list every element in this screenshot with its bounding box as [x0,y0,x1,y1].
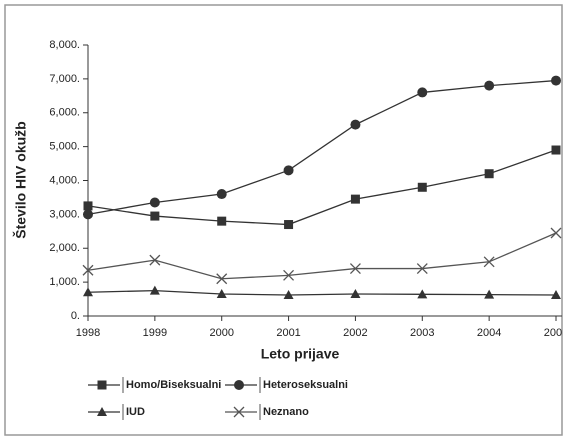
y-tick-label: 2,000. [49,242,80,254]
marker [283,165,294,176]
y-axis-label: Število HIV okužb [12,121,29,238]
marker [551,75,561,86]
y-tick-label: 5,000. [49,141,80,153]
plot: Leto prijave Število HIV okužb 0. 1,000. 2… [12,39,568,420]
marker [484,289,495,299]
marker [83,209,93,220]
marker [416,263,428,275]
marker [217,216,227,226]
marker [97,380,107,390]
marker [216,189,227,200]
marker [484,80,495,91]
legend-label: IUD [126,406,145,418]
marker [417,182,427,192]
marker [551,289,561,299]
marker [283,289,294,299]
marker [350,194,360,204]
marker [149,254,161,266]
legend-label: Homo/Biseksualni [126,379,221,391]
x-axis-label: Leto prijave [261,346,340,362]
frame [4,4,563,436]
series-line [87,289,557,296]
marker [350,119,361,130]
marker [484,169,494,179]
marker [234,380,244,390]
marker [83,201,93,211]
x-tick-label: 1999 [143,327,167,339]
marker [83,287,93,297]
marker [284,220,294,230]
marker [483,256,495,268]
y-tick-label: 4,000. [49,174,80,186]
y-tick-label: 6,000. [49,107,80,119]
marker [283,269,295,281]
y-tick-label: 1,000. [49,276,80,288]
y-tick-label: 8,000. [49,39,80,51]
y-tick-label: 0. [71,310,80,322]
y-tick-label: 3,000. [49,208,80,220]
marker [551,145,561,155]
x-tick-label: 2002 [343,327,367,339]
marker [150,211,160,221]
series-line [87,149,557,226]
series-line [87,232,557,280]
marker [149,285,160,295]
x-tick-label: 2004 [477,327,501,339]
x-tick-label: 1998 [76,327,100,339]
marker [82,264,94,276]
series-line [87,79,557,216]
marker [149,197,160,208]
y-tick-label: 7,000. [49,73,80,85]
legend-label: Neznano [263,406,309,418]
marker [216,288,227,298]
marker [349,263,361,275]
x-tick-label: 2000 [209,327,233,339]
marker [417,87,428,98]
x-tick-label: 2001 [276,327,300,339]
x-tick-label: 2003 [410,327,434,339]
marker [216,273,228,285]
marker [550,227,562,239]
legend-label: Heteroseksualni [263,379,348,391]
marker [233,406,245,418]
marker [97,407,107,416]
x-tick-label: 2005 [544,327,568,339]
marker [417,289,428,299]
marker [350,288,361,298]
